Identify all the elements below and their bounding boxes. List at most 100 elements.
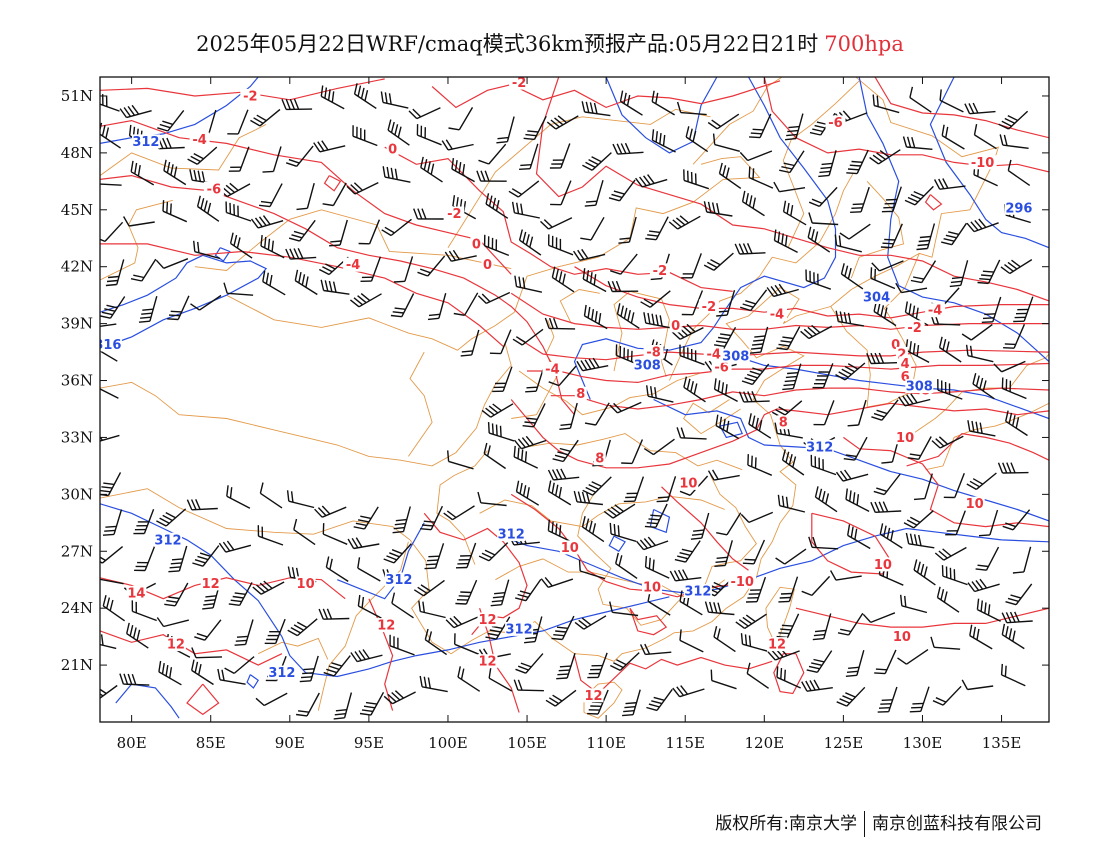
temperature-label-bg: [703, 346, 724, 361]
wind-barb-staff: [691, 253, 702, 279]
wind-barb-feather: [551, 266, 556, 278]
wind-barb-staff: [808, 325, 833, 340]
wind-barb-feather: [839, 311, 844, 323]
wind-barb-feather: [938, 550, 948, 559]
wind-barb-feather: [651, 700, 663, 705]
wind-barb-staff: [675, 577, 702, 582]
wind-barb-feather: [101, 486, 113, 489]
wind-barb: [489, 329, 512, 355]
wind-barb-feather: [197, 241, 200, 253]
wind-barb-feather: [746, 373, 758, 379]
wind-barb: [845, 488, 870, 513]
wind-barb: [226, 485, 251, 509]
wind-barb: [909, 686, 930, 713]
wind-barb-staff: [842, 473, 869, 482]
wind-barb-staff: [582, 365, 609, 372]
wind-barb: [735, 613, 767, 629]
wind-barb-feather: [391, 592, 396, 604]
height-contour: [929, 77, 1049, 249]
wind-barb-feather: [711, 119, 722, 128]
temperature-label: 12: [202, 577, 220, 592]
wind-barb-staff: [420, 610, 446, 619]
wind-barb: [102, 509, 123, 536]
wind-barb-feather: [226, 540, 235, 551]
wind-barb-staff: [619, 652, 640, 671]
wind-barb-feather: [169, 566, 181, 569]
wind-barb-feather: [966, 222, 975, 233]
temperature-label: -4: [770, 308, 784, 323]
wind-barb: [897, 649, 929, 665]
wind-barb-feather: [738, 391, 745, 403]
wind-barb-staff: [506, 116, 515, 142]
wind-barb-staff: [842, 112, 868, 123]
wind-barb-feather: [1004, 117, 1016, 124]
wind-barb: [621, 439, 644, 465]
wind-barb-staff: [711, 679, 737, 690]
wind-barb-feather: [609, 270, 621, 275]
wind-barb-staff: [873, 310, 897, 327]
wind-barb-feather: [850, 211, 862, 213]
wind-barb: [707, 113, 740, 130]
wind-barb-feather: [109, 599, 114, 611]
wind-barb-feather: [588, 158, 599, 166]
boundary-line: [226, 294, 515, 351]
contour-label-layer: -2-4-6-2000-4-2-4-6-10-2-2-40-4-6-8-4-20…: [100, 77, 1033, 704]
wind-barb-feather: [967, 582, 976, 592]
wind-barb-feather: [648, 557, 651, 569]
wind-barb-staff: [632, 689, 641, 715]
wind-barb-feather: [980, 600, 983, 612]
wind-barb-staff: [100, 323, 117, 328]
wind-barb-feather: [716, 340, 728, 344]
wind-barb-feather: [293, 624, 305, 631]
wind-barb-staff: [1001, 360, 1026, 373]
wind-barb-feather: [972, 373, 977, 385]
wind-barb-feather: [780, 667, 783, 680]
wind-barb: [964, 102, 996, 115]
wind-barb-feather: [94, 633, 95, 644]
wind-barb-feather: [422, 601, 425, 613]
wind-barb-feather: [361, 709, 373, 713]
wind-barb-feather: [1015, 417, 1020, 429]
wind-barb-feather: [829, 570, 837, 581]
wind-barb-staff: [597, 652, 608, 678]
wind-barb-feather: [547, 519, 550, 531]
wind-barb-staff: [739, 252, 766, 255]
wind-barb-feather: [964, 103, 971, 114]
wind-barb-feather: [427, 317, 439, 321]
wind-barb: [808, 536, 839, 550]
temperature-label-bg: [559, 540, 580, 555]
wind-barb-feather: [814, 629, 827, 633]
wind-barb-feather: [812, 637, 824, 641]
lon-tick-label: 95E: [354, 734, 384, 752]
wind-barb-feather: [170, 310, 182, 313]
wind-barb-feather: [512, 338, 523, 346]
wind-barb-feather: [496, 141, 508, 144]
wind-barb-staff: [579, 570, 606, 580]
wind-barb-staff: [402, 506, 411, 532]
wind-barb-feather: [813, 679, 821, 690]
wind-barb-staff: [918, 436, 932, 460]
wind-barb: [296, 183, 315, 211]
wind-barb-feather: [320, 85, 324, 97]
wind-barb-feather: [156, 520, 167, 527]
wind-barb-feather: [353, 297, 364, 306]
wind-barb-staff: [583, 615, 607, 630]
wind-barb-feather: [357, 557, 361, 569]
wind-barb-feather: [291, 234, 303, 239]
wind-barb-feather: [478, 159, 490, 165]
wind-barb-feather: [931, 440, 941, 449]
wind-barb-staff: [716, 113, 740, 130]
wind-barb-feather: [173, 166, 178, 178]
wind-barb-staff: [937, 596, 960, 613]
wind-barb-staff: [167, 109, 185, 132]
wind-barb: [190, 294, 222, 311]
wind-barb: [635, 536, 669, 551]
wind-barb: [100, 434, 120, 442]
wind-barb: [457, 666, 481, 692]
wind-barb-staff: [194, 251, 221, 260]
wind-barb-feather: [224, 667, 235, 675]
wind-barb-staff: [332, 182, 347, 206]
wind-barb: [250, 215, 284, 229]
boundary-line: [100, 342, 512, 467]
